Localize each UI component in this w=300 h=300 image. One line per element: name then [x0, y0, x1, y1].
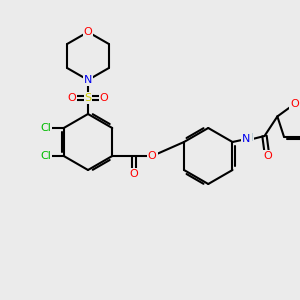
Text: Cl: Cl: [40, 151, 51, 161]
Text: N: N: [242, 134, 251, 144]
Text: S: S: [84, 93, 92, 103]
Text: N: N: [84, 75, 92, 85]
Text: O: O: [68, 93, 76, 103]
Text: H: H: [246, 133, 253, 143]
Text: O: O: [290, 99, 299, 109]
Text: Cl: Cl: [40, 123, 51, 133]
Text: O: O: [148, 151, 157, 161]
Text: O: O: [130, 169, 139, 179]
Text: O: O: [100, 93, 108, 103]
Text: O: O: [84, 27, 92, 37]
Text: N: N: [84, 75, 92, 85]
Text: O: O: [263, 151, 272, 161]
